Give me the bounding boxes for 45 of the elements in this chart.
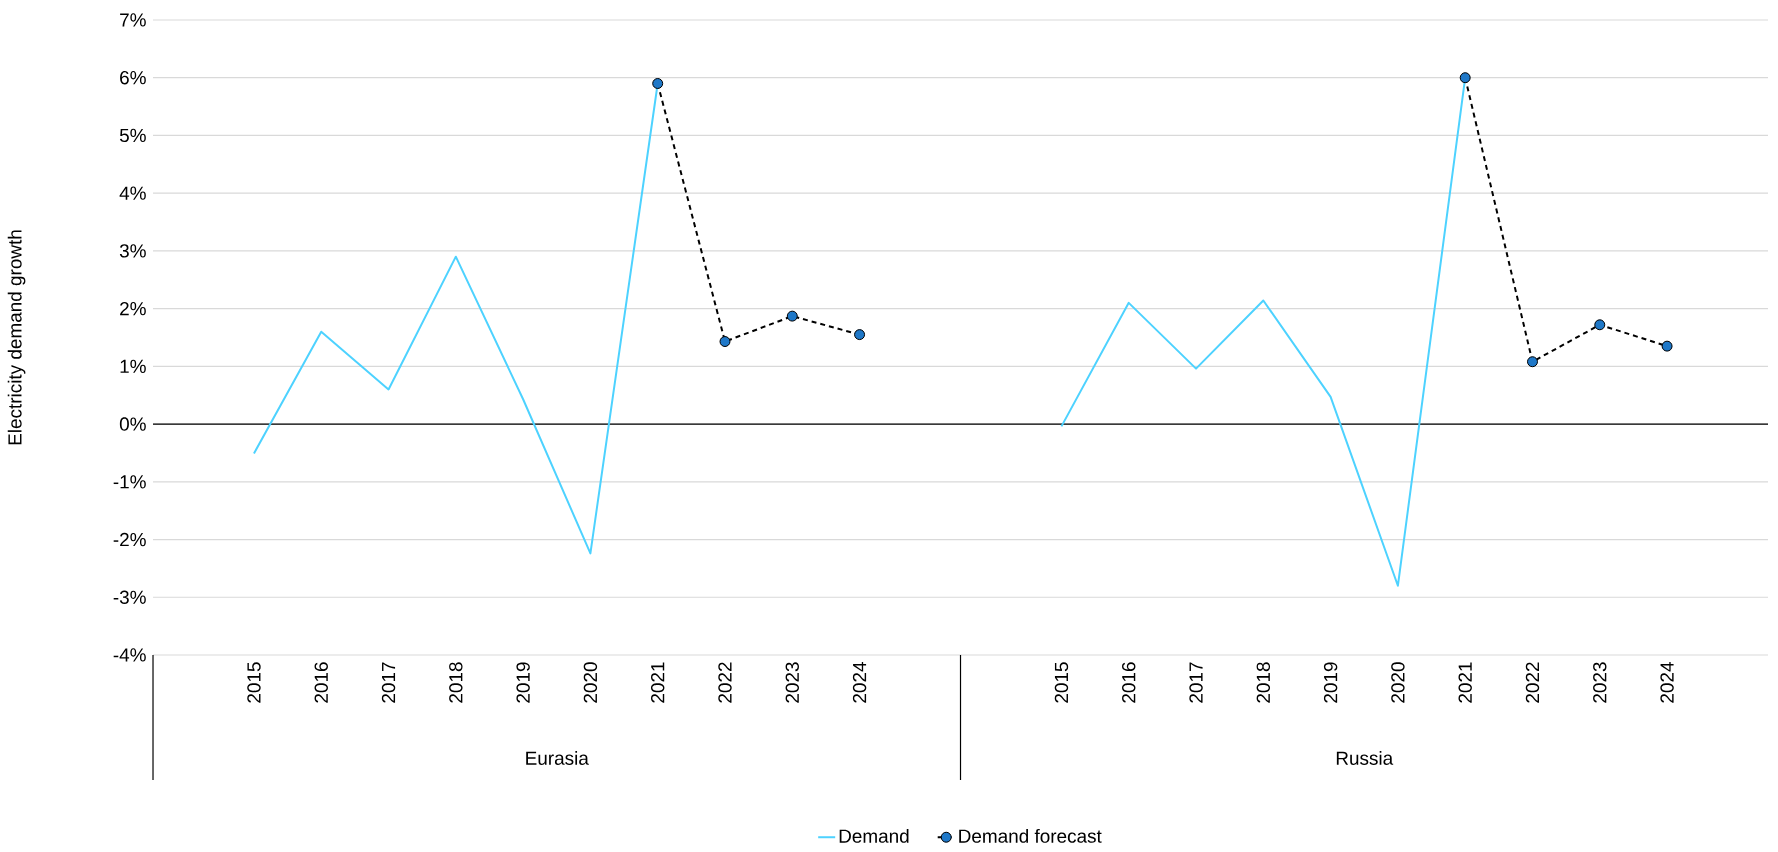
legend-label: Demand forecast: [959, 828, 1102, 843]
legend-label: Demand: [839, 828, 909, 843]
y-tick-label: 5%: [119, 128, 146, 143]
point: [786, 310, 798, 322]
x-tick-label: 2016: [314, 662, 328, 703]
x-tick-label: 2019: [516, 662, 530, 703]
x-tick-label: 2015: [1054, 662, 1069, 703]
y-axis-title: Electricity demand growth: [7, 230, 26, 445]
x-tick-label: 2020: [1391, 662, 1405, 703]
y-tick-label: 7%: [120, 13, 146, 27]
point: [1527, 356, 1538, 368]
x-tick-label: 2017: [381, 662, 396, 703]
y-tick-label: 2%: [120, 301, 146, 316]
y-tick-label: 1%: [120, 359, 146, 373]
y-tick-label: 3%: [119, 244, 146, 258]
x-tick-label: 2020: [583, 662, 598, 703]
x-tick-label: 2022: [1525, 662, 1540, 703]
point: [1661, 340, 1673, 352]
y-tick-label: -1%: [113, 475, 146, 489]
y-tick-label: 0%: [119, 417, 146, 431]
x-tick-label: 2019: [1323, 662, 1338, 703]
point: [652, 78, 664, 89]
x-tick-label: 2021: [651, 662, 665, 703]
x-tick-label: 2018: [1256, 662, 1271, 703]
x-tick-label: 2024: [1660, 662, 1674, 703]
text: Eurasia: [526, 751, 589, 765]
y-tick-label: 6%: [120, 71, 146, 85]
x-tick-label: 2018: [449, 662, 463, 703]
x-tick-label: 2023: [1593, 662, 1607, 703]
x-tick-label: 2021: [1458, 662, 1472, 703]
y-tick-label: -2%: [113, 532, 146, 547]
text: Russia: [1336, 751, 1394, 765]
y-tick-label: -4%: [113, 648, 146, 662]
point: [854, 329, 866, 341]
x-tick-label: 2023: [785, 662, 799, 703]
x-tick-label: 2015: [247, 662, 261, 703]
y-tick-label: -3%: [113, 590, 146, 604]
point: [719, 336, 731, 348]
point: [1594, 319, 1606, 331]
x-tick-label: 2024: [852, 662, 867, 703]
point: [1459, 72, 1471, 84]
y-tick-label: 4%: [119, 186, 146, 200]
x-tick-label: 2022: [718, 662, 732, 703]
x-tick-label: 2017: [1189, 662, 1203, 703]
x-tick-label: 2016: [1122, 662, 1136, 703]
